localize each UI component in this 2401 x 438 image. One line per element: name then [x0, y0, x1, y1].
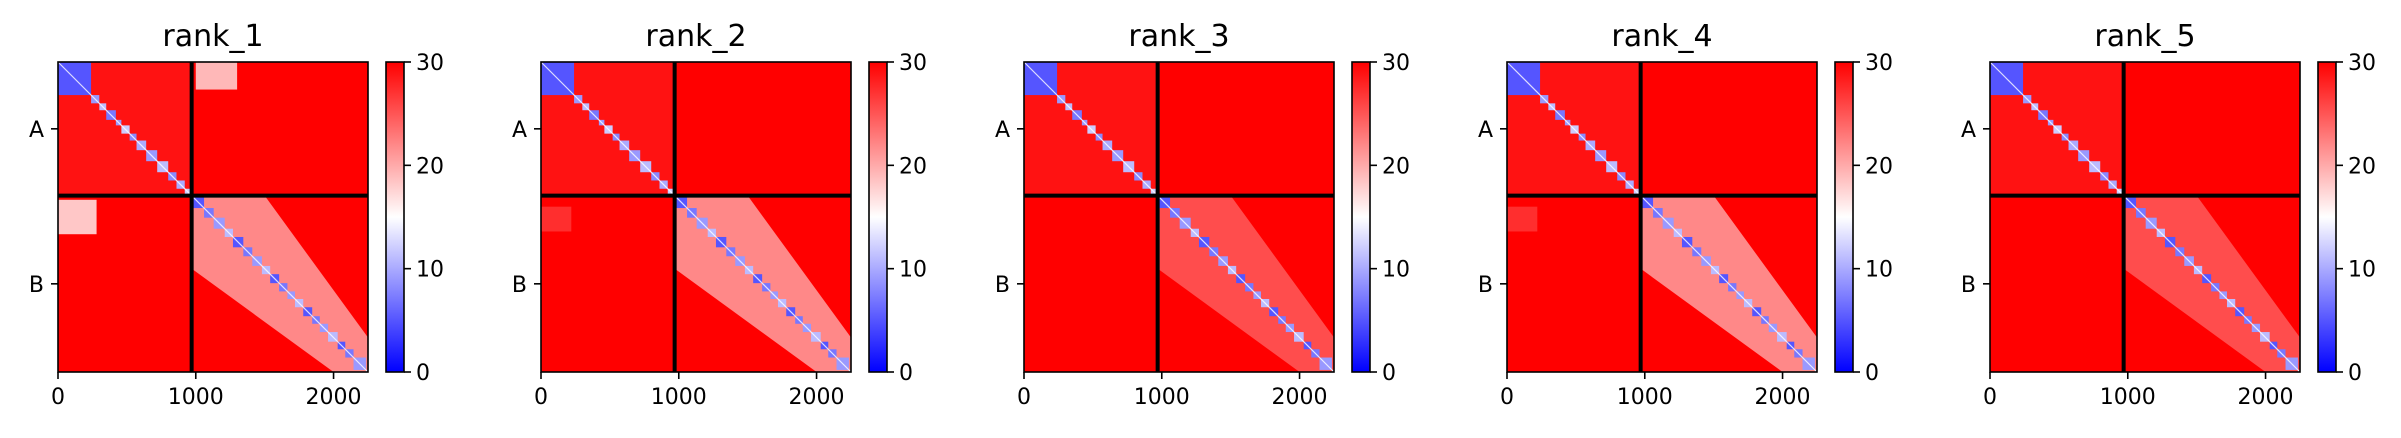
x-tick-label: 2000 [1755, 385, 1811, 410]
plot-frame [540, 61, 852, 373]
panel-title: rank_4 [1611, 19, 1712, 54]
colorbar-tick-label: 0 [2348, 361, 2362, 386]
x-tick-label: 0 [1983, 385, 1997, 410]
colorbar-tick-label: 30 [2348, 51, 2376, 76]
panel-title: rank_5 [2094, 19, 2195, 54]
colorbar-tick-label: 10 [899, 258, 927, 283]
colorbar-frame [2317, 61, 2337, 373]
chain-label: A [995, 118, 1010, 143]
colorbar-tick-label: 0 [416, 361, 430, 386]
x-tick-label: 1000 [168, 385, 224, 410]
colorbar-tick-label: 20 [1382, 154, 1410, 179]
colorbar-tick-label: 20 [1865, 154, 1893, 179]
x-tick-label: 0 [1500, 385, 1514, 410]
colorbar [869, 62, 887, 372]
colorbar-tick-label: 10 [416, 258, 444, 283]
colorbar-frame [385, 61, 405, 373]
interchain-patch-ba [58, 199, 97, 235]
chain-label: A [29, 118, 44, 143]
panel-title: rank_1 [162, 19, 263, 54]
diagonal-line [1023, 61, 1335, 373]
x-tick-label: 1000 [651, 385, 707, 410]
panel-5: rank_5 0 1000 2000 A B 0 10 20 30 [1961, 19, 2376, 410]
colorbar-frame [1834, 61, 1854, 373]
x-tick-label: 2000 [1272, 385, 1328, 410]
colorbar-tick-label: 30 [899, 51, 927, 76]
diagonal-line [57, 61, 369, 373]
plot-frame [1506, 61, 1818, 373]
chain-label: A [512, 118, 527, 143]
colorbar-tick-label: 20 [2348, 154, 2376, 179]
colorbar-tick-label: 30 [416, 51, 444, 76]
colorbar-tick-label: 10 [1382, 258, 1410, 283]
x-tick-label: 1000 [1134, 385, 1190, 410]
colorbar-tick-label: 0 [1865, 361, 1879, 386]
chain-label: A [1961, 118, 1976, 143]
colorbar-tick-label: 20 [416, 154, 444, 179]
x-tick-label: 0 [534, 385, 548, 410]
x-tick-label: 2000 [789, 385, 845, 410]
chain-label: B [1961, 273, 1976, 298]
panel-3: rank_3 0 1000 2000 A B 0 10 20 30 [995, 19, 1410, 410]
diagonal-line [1989, 61, 2301, 373]
chain-label: B [1478, 273, 1493, 298]
x-tick-label: 0 [51, 385, 65, 410]
interchain-patch-ba [1507, 206, 1538, 232]
colorbar [1835, 62, 1853, 372]
colorbar [1352, 62, 1370, 372]
chain-label: B [29, 273, 44, 298]
x-tick-label: 1000 [1617, 385, 1673, 410]
diagonal-line [1506, 61, 1818, 373]
colorbar-tick-label: 30 [1382, 51, 1410, 76]
interchain-patch-ba [541, 206, 572, 232]
colorbar-tick-label: 0 [1382, 361, 1396, 386]
interchain-patch-ab [195, 62, 238, 90]
panel-4: rank_4 0 1000 2000 A B 0 10 20 30 [1478, 19, 1893, 410]
x-tick-label: 0 [1017, 385, 1031, 410]
x-tick-label: 2000 [306, 385, 362, 410]
colorbar-tick-label: 20 [899, 154, 927, 179]
colorbar [2318, 62, 2336, 372]
chain-label: A [1478, 118, 1493, 143]
plot-frame [57, 61, 369, 373]
colorbar-tick-label: 0 [899, 361, 913, 386]
colorbar-frame [868, 61, 888, 373]
x-tick-label: 1000 [2100, 385, 2156, 410]
colorbar [386, 62, 404, 372]
colorbar-tick-label: 10 [1865, 258, 1893, 283]
panel-1: rank_1 0 1000 2000 A B 0 10 20 30 [29, 19, 444, 410]
plot-frame [1989, 61, 2301, 373]
x-tick-label: 2000 [2238, 385, 2294, 410]
diagonal-line [540, 61, 852, 373]
chain-label: B [512, 273, 527, 298]
colorbar-tick-label: 10 [2348, 258, 2376, 283]
panel-title: rank_3 [1128, 19, 1229, 54]
colorbar-frame [1351, 61, 1371, 373]
panel-title: rank_2 [645, 19, 746, 54]
panel-2: rank_2 0 1000 2000 A B 0 10 20 30 [512, 19, 927, 410]
chain-label: B [995, 273, 1010, 298]
plot-frame [1023, 61, 1335, 373]
colorbar-tick-label: 30 [1865, 51, 1893, 76]
